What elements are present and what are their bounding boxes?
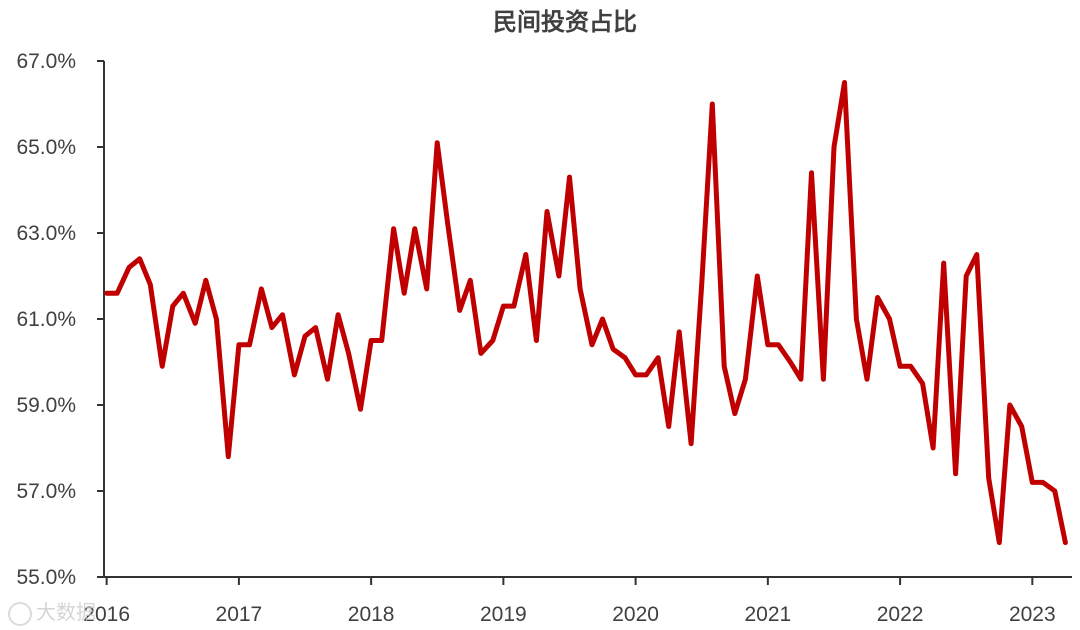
y-tick-label: 61.0%: [16, 308, 76, 331]
x-tick-label: 2018: [348, 603, 395, 626]
y-axis: 67.0% 65.0% 63.0% 61.0% 59.0% 57.0% 55.0%: [16, 50, 105, 589]
y-tick-label: 57.0%: [16, 480, 76, 503]
x-tick-label: 2021: [744, 603, 791, 626]
x-tick-label: 2016: [83, 603, 130, 626]
x-tick-label: 2017: [216, 603, 263, 626]
x-tick-label: 2019: [480, 603, 527, 626]
watermark: 大数据: [8, 596, 96, 626]
y-tick-label: 59.0%: [16, 394, 76, 417]
y-tick-label: 67.0%: [16, 50, 76, 73]
watermark-logo-icon: [8, 601, 32, 626]
chart-title: 民间投资占比: [493, 8, 637, 36]
x-tick-label: 2023: [1009, 603, 1056, 626]
y-tick-label: 65.0%: [16, 136, 76, 159]
plot-area: [104, 80, 1068, 546]
x-tick-label: 2022: [877, 603, 924, 626]
y-tick-label: 55.0%: [16, 566, 76, 589]
series-line: [104, 80, 1068, 546]
x-tick-label: 2020: [612, 603, 659, 626]
watermark-text: 大数据: [36, 600, 96, 624]
y-tick-label: 63.0%: [16, 222, 76, 245]
x-axis: 2016 2017 2018 2019 2020 2021 2022 2023: [83, 576, 1072, 626]
